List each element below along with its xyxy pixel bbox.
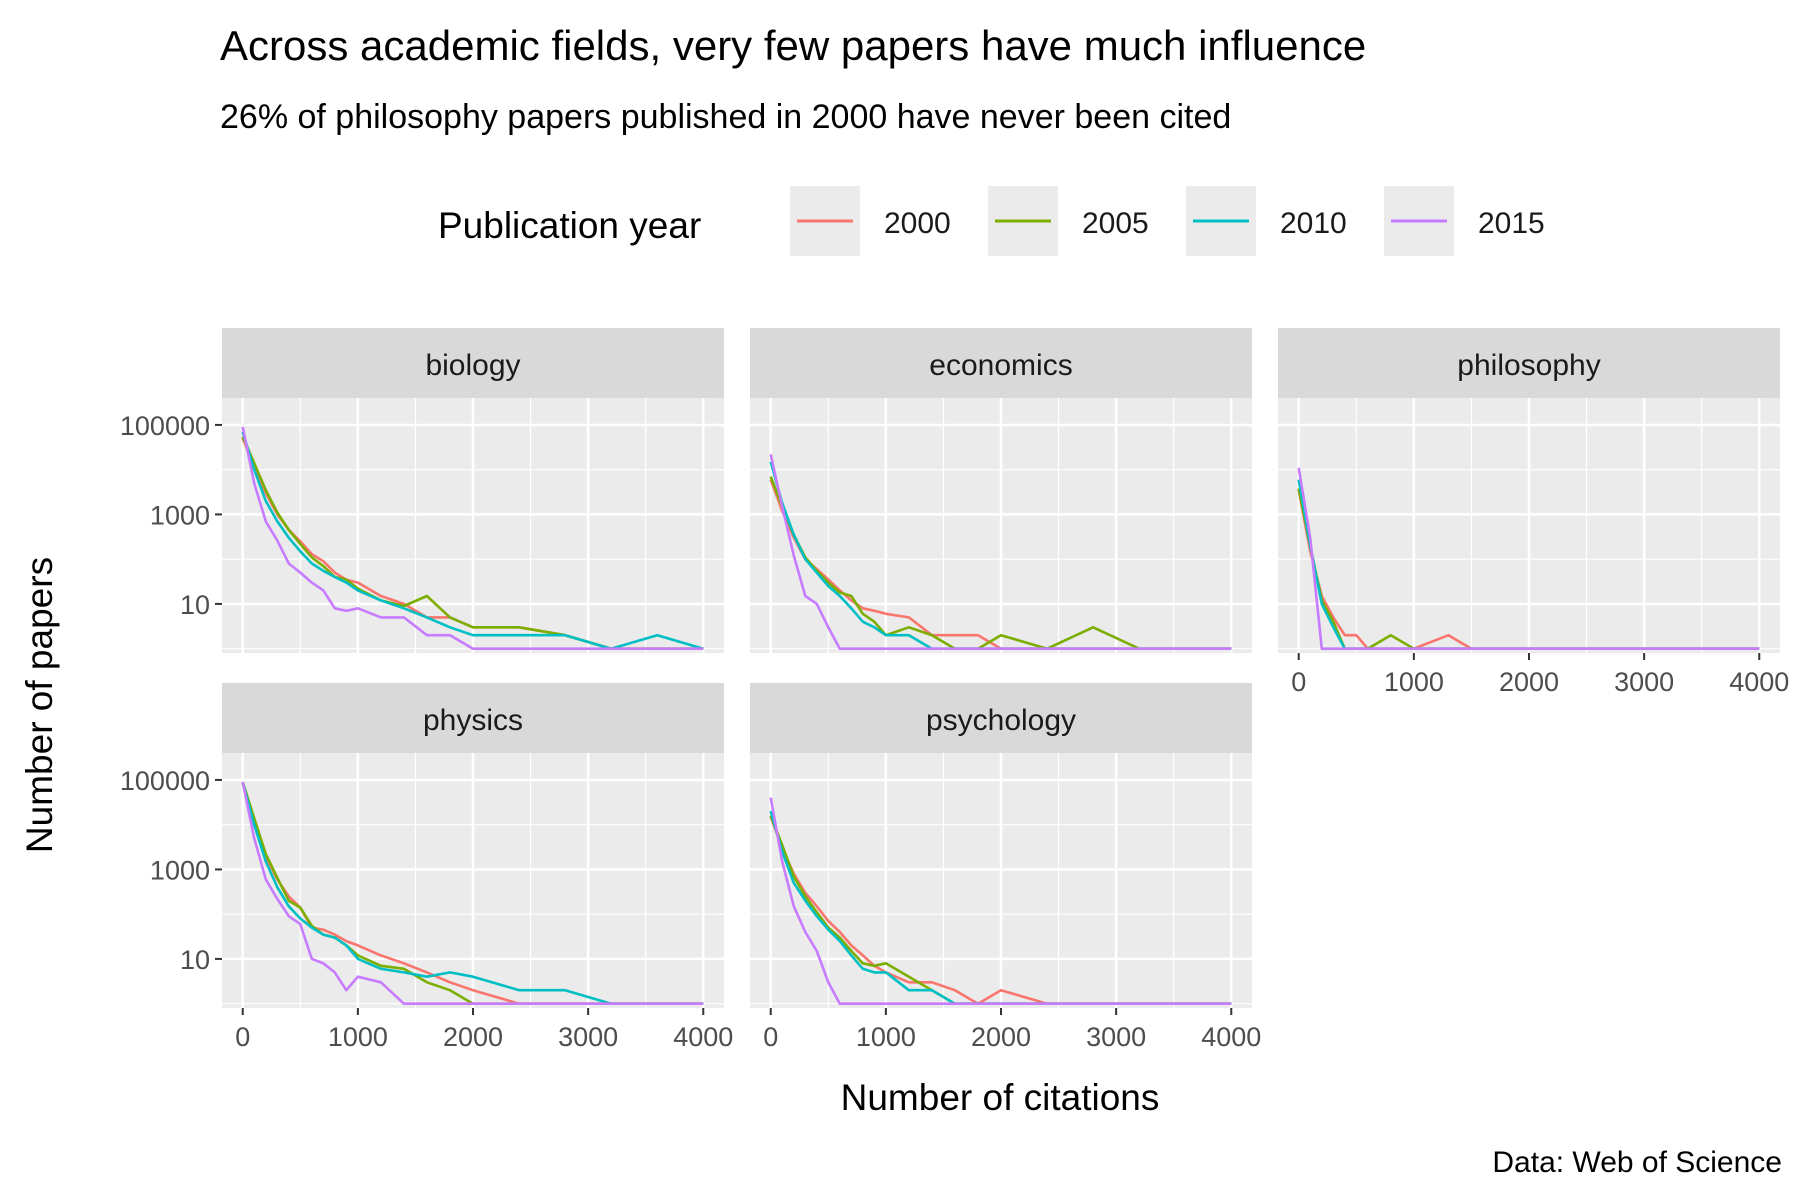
x-tick-label: 3000 xyxy=(558,1022,618,1052)
x-tick-label: 0 xyxy=(1291,667,1306,697)
facet-label: economics xyxy=(929,349,1072,382)
chart-title: Across academic fields, very few papers … xyxy=(220,22,1366,69)
series-line-2015 xyxy=(241,781,704,1006)
x-axis-title: Number of citations xyxy=(841,1077,1160,1118)
series-line-2010 xyxy=(241,782,704,1006)
y-tick-label: 10 xyxy=(180,590,210,620)
x-tick-label: 4000 xyxy=(1729,667,1789,697)
x-tick-label: 3000 xyxy=(1086,1022,1146,1052)
x-tick-label: 2000 xyxy=(971,1022,1031,1052)
facet-label: philosophy xyxy=(1457,349,1600,382)
y-tick-label: 100000 xyxy=(120,411,210,441)
facet-strip xyxy=(222,328,724,398)
series-line-2015 xyxy=(769,797,1232,1006)
x-tick-label: 0 xyxy=(763,1022,778,1052)
legend: Publication year 2000 2005 2010 2015 xyxy=(438,186,1545,256)
x-tick-label: 1000 xyxy=(1384,667,1444,697)
y-tick-label: 100000 xyxy=(120,766,210,796)
panel-psychology: psychology 0 1000 2000 3000 4000 xyxy=(750,683,1261,1052)
x-tick-label: 2000 xyxy=(443,1022,503,1052)
panel-economics: economics xyxy=(750,328,1252,653)
series-line-2010 xyxy=(241,431,704,651)
legend-item-2000: 2000 xyxy=(790,186,951,256)
legend-label-2005: 2005 xyxy=(1082,207,1149,240)
series-line-2015 xyxy=(241,426,704,651)
facet-label: physics xyxy=(423,704,523,737)
panel-biology: biology 10 1000 100000 xyxy=(120,328,724,653)
chart-subtitle: 26% of philosophy papers published in 20… xyxy=(220,98,1231,136)
series-line-2005 xyxy=(241,436,704,651)
legend-item-2010: 2010 xyxy=(1186,186,1347,256)
facet-strip xyxy=(750,328,1252,398)
legend-title: Publication year xyxy=(438,205,701,246)
x-tick-label: 2000 xyxy=(1499,667,1559,697)
y-axis-title: Number of papers xyxy=(19,557,60,853)
y-tick-label: 10 xyxy=(180,945,210,975)
x-tick-label: 1000 xyxy=(328,1022,388,1052)
x-tick-label: 0 xyxy=(235,1022,250,1052)
facet-label: biology xyxy=(425,349,520,382)
y-tick-label: 1000 xyxy=(150,500,210,530)
facet-strip xyxy=(1278,328,1780,398)
x-tick-label: 4000 xyxy=(673,1022,733,1052)
x-tick-label: 1000 xyxy=(856,1022,916,1052)
x-tick-label: 3000 xyxy=(1614,667,1674,697)
caption: Data: Web of Science xyxy=(1492,1146,1782,1179)
panel-physics: physics 10 1000 100000 0 1000 2000 3000 4000 xyxy=(120,683,733,1052)
series-line-2015 xyxy=(1297,467,1760,651)
facet-label: psychology xyxy=(926,704,1076,737)
legend-label-2010: 2010 xyxy=(1280,207,1347,240)
legend-label-2015: 2015 xyxy=(1478,207,1545,240)
legend-label-2000: 2000 xyxy=(884,207,951,240)
legend-item-2005: 2005 xyxy=(988,186,1149,256)
panel-philosophy: philosophy 0 1000 2000 3000 4000 xyxy=(1278,328,1789,697)
y-tick-label: 1000 xyxy=(150,855,210,885)
facet-strip xyxy=(750,683,1252,753)
series-line-2015 xyxy=(769,454,1232,651)
x-tick-label: 4000 xyxy=(1201,1022,1261,1052)
legend-items: 2000 2005 2010 2015 xyxy=(790,186,1545,256)
facet-strip xyxy=(222,683,724,753)
legend-item-2015: 2015 xyxy=(1384,186,1545,256)
